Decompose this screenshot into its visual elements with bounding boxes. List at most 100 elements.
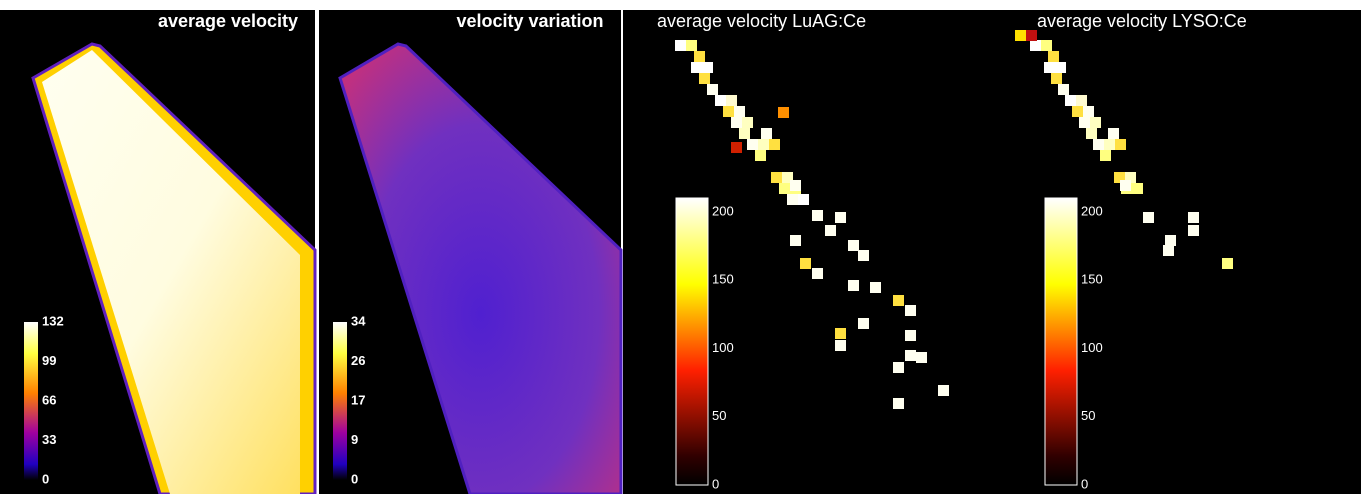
pixel [1222,258,1233,269]
pixel [731,117,742,128]
pixel [800,258,811,269]
colorbar-tick-label: 9 [351,432,358,447]
pixel [723,106,734,117]
colorbar-tick-label: 34 [351,313,366,328]
pixel [747,139,758,150]
pixel [905,350,916,361]
pixel [835,328,846,339]
pixel [734,106,745,117]
pixel [1065,95,1076,106]
colorbar-tick-label: 50 [1081,408,1095,423]
pixel [825,225,836,236]
colorbar-tick-label: 150 [712,272,734,287]
pixel [726,95,737,106]
panel-1: average velocity [24,11,317,494]
pixel [790,180,801,191]
colorbar [24,322,38,480]
pixel [778,107,789,118]
pixel [761,128,772,139]
pixel [905,330,916,341]
pixel [1072,106,1083,117]
colorbar-tick-label: 17 [351,392,365,407]
pixel [691,62,702,73]
pixel [893,362,904,373]
pixel [1114,172,1125,183]
pixel [782,172,793,183]
pixel [1143,212,1154,223]
pixel [893,295,904,306]
pixel [1188,212,1199,223]
colorbar-tick-label: 132 [42,313,64,328]
colorbar-tick-label: 0 [351,471,358,486]
colorbar [333,322,347,480]
colorbar [1044,197,1078,486]
colorbar-tick-label: 0 [42,471,49,486]
pixel [1076,95,1087,106]
panel-title: average velocity LuAG:Ce [657,11,866,31]
colorbar-tick-label: 0 [1081,476,1088,491]
panel-title: average velocity [158,11,298,31]
pixel [1125,172,1136,183]
pixel [779,183,790,194]
pixel [1055,62,1066,73]
separator [315,10,319,494]
colorbar-tick-label: 100 [1081,340,1103,355]
pixel [715,95,726,106]
pixel [1188,225,1199,236]
pixel [758,139,769,150]
colorbar-tick-label: 50 [712,408,726,423]
pixel [1041,40,1052,51]
pixel [1120,180,1131,191]
colorbar-tick-label: 26 [351,353,365,368]
pixel [686,40,697,51]
pixel [835,340,846,351]
pixel [1079,117,1090,128]
pixel [1093,139,1104,150]
pixel [858,318,869,329]
pixel [848,240,859,251]
colorbar-tick-label: 150 [1081,272,1103,287]
pixel [1165,235,1176,246]
pixel [1048,51,1059,62]
colorbar-tick-label: 99 [42,353,56,368]
velocity-map-core [42,50,300,494]
pixel [1058,84,1069,95]
pixel [870,282,881,293]
pixel [771,172,782,183]
panel-title: velocity variation [456,11,603,31]
pixel [731,142,742,153]
pixel [835,212,846,223]
colorbar-tick-label: 66 [42,392,56,407]
colorbar-ticks: 132 99 66 33 0 34 26 17 9 0 200 150 100 50 0 200 150 100 5… [42,203,1103,491]
pixel [702,62,713,73]
pixel [787,194,798,205]
pixel [1090,117,1101,128]
panel-2: velocity variation [333,11,623,494]
pixel [739,128,750,139]
pixel [812,210,823,221]
colorbar-tick-label: 200 [1081,203,1103,218]
pixel [1115,139,1126,150]
panel-title: average velocity LYSO:Ce [1037,11,1247,31]
pixel [694,51,705,62]
pixel [1163,245,1174,256]
pixel [798,194,809,205]
colorbar-tick-label: 33 [42,432,56,447]
pixel [707,84,718,95]
pixel [848,280,859,291]
pixel [1030,40,1041,51]
pixel [1026,30,1037,41]
pixel [1086,128,1097,139]
pixel [812,268,823,279]
pixel [699,73,710,84]
pixel [1015,30,1026,41]
panel-3: average velocity LuAG:Ce [657,11,949,486]
pixel [1044,62,1055,73]
colorbar [675,197,709,486]
pixel [675,40,686,51]
pixel [1100,150,1111,161]
pixel [1108,128,1119,139]
variation-map [338,42,623,494]
pixel [905,305,916,316]
